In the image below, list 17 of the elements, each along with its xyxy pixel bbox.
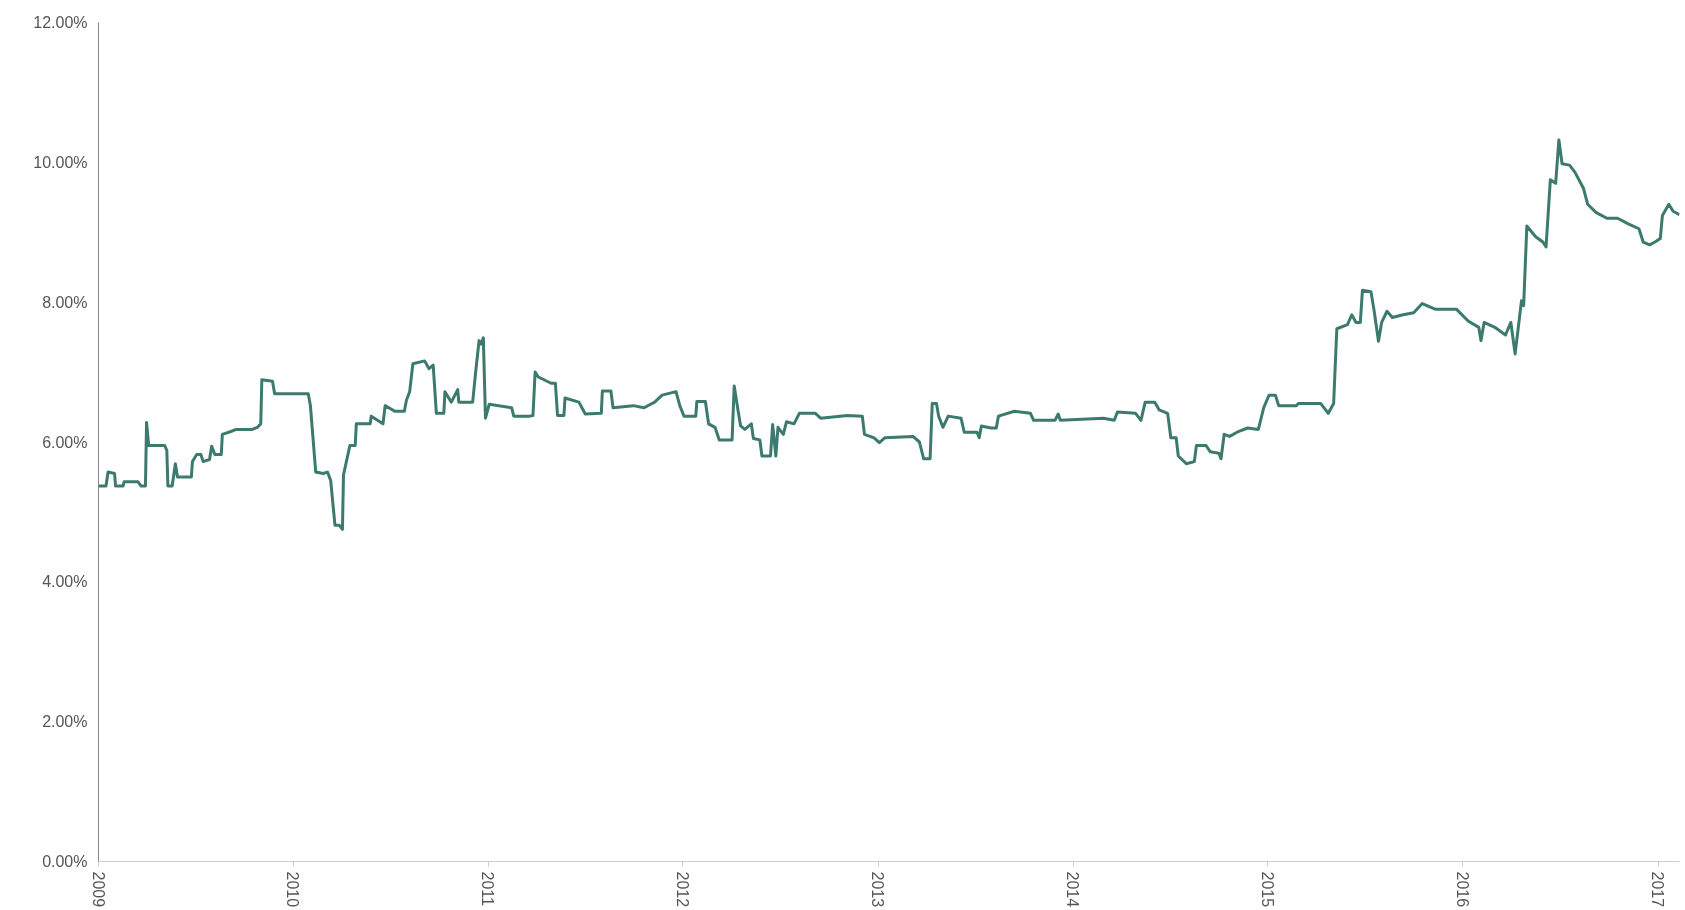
x-tick-label: 2011 [479,871,497,907]
y-tick-label: 10.00% [33,153,88,171]
line-series [98,138,1680,531]
y-tick-label: 12.00% [33,14,88,31]
x-tick-label: 2012 [673,871,691,908]
y-tick-label: 2.00% [42,713,88,731]
x-tick-label: 2017 [1649,871,1667,908]
y-tick-label: 6.00% [42,433,88,451]
x-tick-label: 2009 [89,871,107,908]
x-tick-label: 2010 [284,871,302,908]
y-tick-label: 0.00% [42,853,88,870]
x-tick-label: 2014 [1064,871,1082,908]
x-tick-label: 2016 [1453,871,1471,908]
y-tick-label: 8.00% [42,293,88,311]
y-tick-label: 4.00% [42,573,88,591]
x-tick-label: 2013 [869,871,887,908]
x-tick-label: 2015 [1258,871,1276,908]
